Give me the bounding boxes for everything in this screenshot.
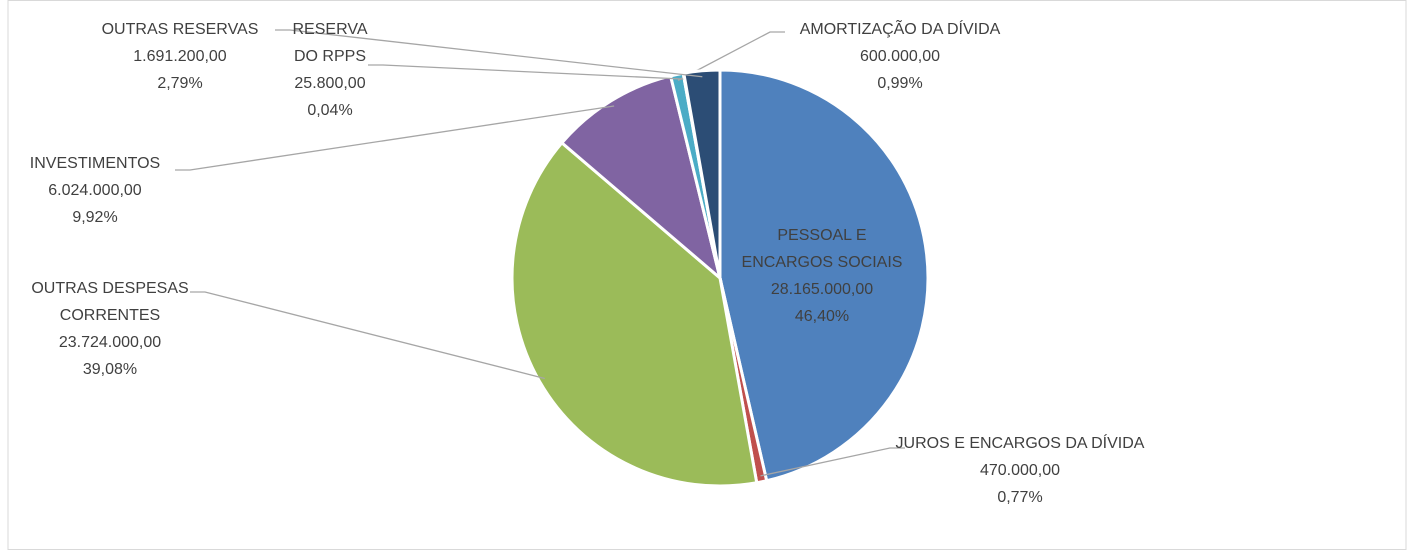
category-label: INVESTIMENTOS [29, 155, 161, 172]
leader-line [368, 64, 685, 80]
value-label: 23.724.000,00 [58, 334, 162, 351]
value-label: 600.000,00 [859, 48, 941, 65]
category-label: JUROS E ENCARGOS DA DÍVIDA [895, 435, 1145, 452]
pie-slice [559, 74, 723, 283]
leader-line [760, 447, 905, 477]
category-label: OUTRAS RESERVAS [101, 21, 259, 38]
value-label: 6.024.000,00 [48, 182, 142, 199]
value-label: 470.000,00 [979, 462, 1061, 479]
data-label: OUTRAS DESPESAS CORRENTES 23.724.000,00 39… [5, 275, 215, 383]
value-label: 25.800,00 [294, 75, 366, 92]
percent-label: 0,04% [307, 102, 353, 119]
data-label: RESERVA DO RPPS 25.800,00 0,04% [284, 16, 376, 124]
category-label: PESSOAL E ENCARGOS SOCIAIS [741, 227, 903, 271]
pie-slice [510, 140, 759, 488]
pie-slice [682, 68, 722, 279]
value-label: 1.691.200,00 [133, 48, 227, 65]
percent-label: 0,77% [997, 489, 1043, 506]
data-label: JUROS E ENCARGOS DA DÍVIDA 470.000,00 0,77… [895, 430, 1145, 511]
pie-slice [718, 68, 930, 483]
data-label: OUTRAS RESERVAS 1.691.200,00 2,79% [95, 16, 265, 97]
leader-line [275, 29, 703, 78]
category-label: OUTRAS DESPESAS CORRENTES [31, 280, 189, 324]
percent-label: 9,92% [72, 209, 118, 226]
category-label: RESERVA DO RPPS [292, 21, 368, 65]
data-label: INVESTIMENTOS 6.024.000,00 9,92% [0, 150, 195, 231]
leader-line [677, 31, 785, 81]
leader-line [190, 291, 545, 380]
data-label: AMORTIZAÇÃO DA DÍVIDA 600.000,00 0,99% [750, 16, 1050, 97]
percent-label: 46,40% [794, 308, 850, 325]
percent-label: 0,99% [877, 75, 923, 92]
percent-label: 39,08% [82, 361, 138, 378]
value-label: 28.165.000,00 [770, 281, 874, 298]
leader-line [175, 105, 615, 171]
category-label: AMORTIZAÇÃO DA DÍVIDA [799, 21, 1001, 38]
percent-label: 2,79% [157, 75, 203, 92]
data-label: PESSOAL E ENCARGOS SOCIAIS 28.165.000,00 4… [732, 222, 912, 330]
